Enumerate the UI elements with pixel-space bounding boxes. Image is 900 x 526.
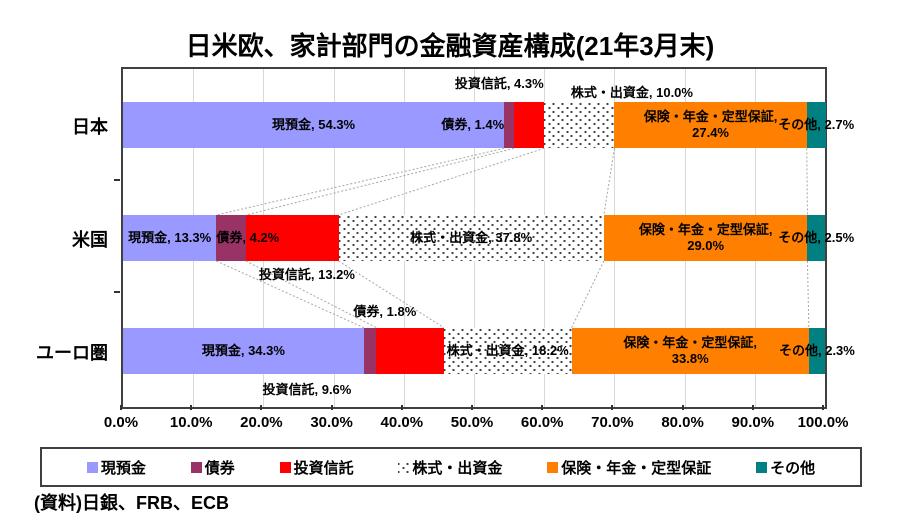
x-tick-label: 20.0% <box>240 414 283 431</box>
data-label-japan-other: その他, 2.7% <box>778 117 855 133</box>
data-label-us-other: その他, 2.5% <box>778 230 855 245</box>
data-label-euro-area-investment-trusts: 投資信託, 9.6% <box>262 382 352 397</box>
segment-euro-area-insurance-pensions <box>571 327 809 374</box>
segment-japan-cash-deposits <box>123 102 505 149</box>
category-label-japan: 日本 <box>72 117 108 138</box>
label-line: 保険・年金・定型保証, <box>643 109 778 125</box>
data-label-euro-area-insurance-pensions: 保険・年金・定型保証, 33.8% <box>623 328 757 374</box>
x-tick-label: 80.0% <box>661 414 704 431</box>
legend-swatch-insurance-pensions <box>547 461 559 473</box>
y-axis-tick <box>114 291 120 294</box>
x-axis-tick <box>400 405 403 410</box>
data-label-us-equities: 株式・出資金, 37.8% <box>410 230 533 245</box>
legend-label-bonds: 債券 <box>204 459 235 477</box>
segment-us-other <box>807 215 825 261</box>
legend-label-investment-trusts: 投資信託 <box>293 459 354 477</box>
legend-item-investment-trusts: 投資信託 <box>279 457 354 478</box>
y-axis-tick <box>114 178 120 181</box>
label-line: 保険・年金・定型保証, <box>623 334 758 350</box>
x-axis-tick <box>751 405 754 410</box>
connector-line <box>216 147 505 216</box>
x-tick-label: 90.0% <box>731 414 775 431</box>
legend-item-insurance-pensions: 保険・年金・定型保証 <box>547 457 711 478</box>
data-label-euro-area-equities: 株式・出資金, 18.2% <box>446 342 569 358</box>
connector-line <box>571 260 605 328</box>
label-line: 27.4% <box>692 125 729 141</box>
data-label-japan-investment-trusts: 投資信託, 4.3% <box>454 76 544 91</box>
data-label-euro-area-cash-deposits: 現預金, 34.3% <box>201 342 285 358</box>
data-label-us-investment-trusts: 投資信託, 13.2% <box>258 267 355 282</box>
segment-us-bonds <box>216 215 246 261</box>
segment-japan-bonds <box>504 102 514 149</box>
label-line: 保険・年金・定型保証, <box>638 222 773 237</box>
source-note: (資料)日銀、FRB、ECB <box>34 493 229 513</box>
legend-swatch-investment-trusts <box>279 461 291 473</box>
chart-title: 日米欧、家計部門の金融資産構成(21年3月末) <box>185 31 715 61</box>
data-label-japan-equities: 株式・出資金, 10.0% <box>570 85 693 100</box>
x-axis-tick <box>471 405 473 410</box>
data-label-japan-cash-deposits: 現預金, 54.3% <box>272 117 356 133</box>
legend-label-other: その他 <box>770 459 816 477</box>
x-axis-tick <box>190 405 193 410</box>
x-tick-label: 60.0% <box>520 414 564 431</box>
category-label-euro-area: ユーロ圏 <box>36 342 108 363</box>
x-axis-tick <box>541 405 544 410</box>
data-label-japan-bonds: 債券, 1.4% <box>441 117 505 133</box>
legend-swatch-other <box>756 461 768 473</box>
legend-swatch-cash-deposits <box>86 461 98 473</box>
connector-line <box>603 148 615 216</box>
legend-swatch-equities <box>398 461 410 473</box>
segment-japan-insurance-pensions <box>614 102 807 149</box>
data-label-us-cash-deposits: 現預金, 13.3% <box>128 230 212 245</box>
legend-label-insurance-pensions: 保険・年金・定型保証 <box>561 459 712 477</box>
data-label-euro-area-bonds: 債券, 1.8% <box>353 304 417 319</box>
x-tick-label: 40.0% <box>380 414 424 431</box>
legend-label-cash-deposits: 現預金 <box>100 459 146 477</box>
x-axis-tick <box>611 405 614 410</box>
segment-us-insurance-pensions <box>603 215 808 261</box>
legend: 現預金 債券 投資信託 株式・出資金 保険・年金・定型保証 その他 <box>40 447 862 487</box>
connector-line <box>338 147 545 216</box>
segment-us-investment-trusts <box>245 215 339 261</box>
label-line: 29.0% <box>687 238 725 253</box>
x-tick-label: 30.0% <box>310 414 353 431</box>
x-tick-label: 10.0% <box>169 414 213 431</box>
legend-item-bonds: 債券 <box>190 457 235 478</box>
data-label-us-bonds: 債券, 4.2% <box>216 230 280 245</box>
x-tick-label: 50.0% <box>450 414 494 431</box>
segment-japan-investment-trusts <box>514 102 545 149</box>
data-label-japan-insurance-pensions: 保険・年金・定型保証, 27.4% <box>644 102 778 148</box>
segment-euro-area-cash-deposits <box>123 327 364 374</box>
segment-euro-area-bonds <box>363 327 377 374</box>
segment-euro-area-other <box>808 327 825 374</box>
legend-label-equities: 株式・出資金 <box>412 459 503 477</box>
x-tick-label: 100.0% <box>797 414 849 431</box>
data-label-us-insurance-pensions: 保険・年金・定型保証, 29.0% <box>639 215 773 261</box>
x-tick-label: 70.0% <box>591 414 634 431</box>
segment-euro-area-equities <box>443 327 572 374</box>
segment-us-equities <box>338 215 604 261</box>
segment-us-cash-deposits <box>123 215 217 261</box>
x-axis-tick <box>120 405 122 410</box>
x-axis-tick <box>822 405 824 410</box>
segment-japan-equities <box>544 102 615 149</box>
connector-line <box>806 260 810 328</box>
category-label-us: 米国 <box>72 230 108 250</box>
connector-line <box>806 148 808 216</box>
segment-japan-other <box>806 102 826 149</box>
legend-item-cash-deposits: 現預金 <box>86 457 146 478</box>
x-axis-tick <box>260 405 263 410</box>
data-label-euro-area-other: その他, 2.3% <box>778 342 855 358</box>
plot-area: 現預金, 54.3% 債券, 1.4% 投資信託, 4.3% 株式・出資金, 10.0… <box>121 67 855 409</box>
x-axis-tick <box>681 405 684 410</box>
legend-item-other: その他 <box>756 457 815 478</box>
label-line: 33.8% <box>671 350 709 366</box>
legend-swatch-bonds <box>190 461 202 473</box>
segment-euro-area-investment-trusts <box>376 327 444 374</box>
x-tick-label: 0.0% <box>103 414 139 431</box>
x-axis-tick <box>330 405 333 410</box>
legend-item-equities: 株式・出資金 <box>398 457 502 478</box>
